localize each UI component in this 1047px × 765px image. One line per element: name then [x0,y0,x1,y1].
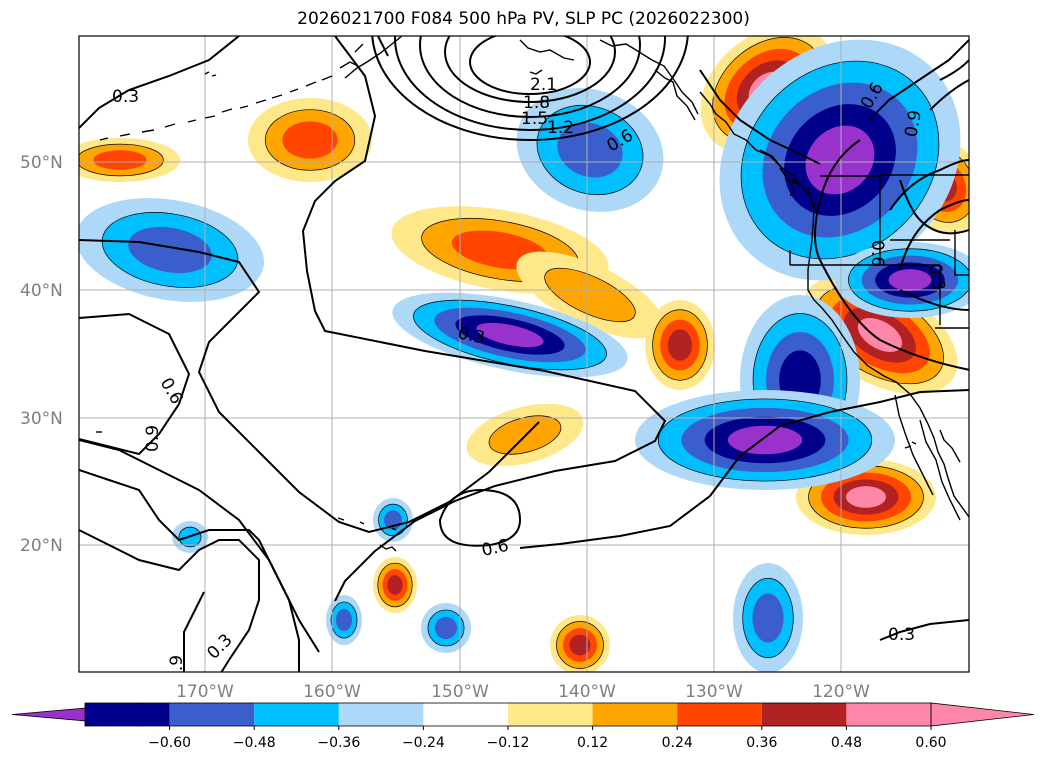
lon-labels: 170°W 160°W 150°W 140°W 130°W 120°W [176,682,870,702]
colorbar-segment [254,703,339,726]
lat-label: 50°N [20,153,63,173]
colorbar-tick-label: −0.12 [487,735,530,751]
contour-label: 1.5 [521,109,548,129]
map-frame [78,35,970,673]
pv-anomaly-contour [857,318,903,352]
lat-label: 40°N [20,281,63,301]
colorbar: −0.60 −0.48 −0.36 −0.24 −0.12 0.12 0.24 0.36 0.4… [11,702,1035,751]
pv-anomaly-contour [888,269,932,291]
contour-label: 0.9 [143,425,163,452]
lon-label: 140°W [558,682,616,702]
colorbar-tick-label: 0.12 [577,735,608,751]
contour-label: 0.3 [112,87,139,107]
colorbar-tick-label: 0.48 [831,735,862,751]
lon-label: 130°W [685,682,743,702]
colorbar-segment [761,703,847,726]
map-panel: 0.3 0.6 0.9 1.2 1.5 1.8 2.1 0.6 0.3 0.6 … [79,36,969,682]
lon-label: 120°W [812,682,870,702]
colorbar-tick-label: −0.36 [317,735,360,751]
colorbar-segment [423,703,508,726]
pv-anomaly-contour [128,226,212,274]
pv-anomaly-contour [434,616,458,640]
contour-label: 1.8 [523,93,550,113]
lat-labels: 50°N 40°N 30°N 20°N [20,153,63,556]
colorbar-tick-label: 0.36 [746,735,777,751]
colorbar-segment [338,703,424,726]
colorbar-segment [169,703,255,726]
lat-label: 20°N [20,536,63,556]
pv-anomaly-contour [336,608,352,632]
colorbar-segment [508,703,593,726]
colorbar-tick-label: −0.48 [233,735,276,751]
pv-anomaly-contour [544,267,636,323]
colorbar-extend-high [930,702,1035,727]
pv-anomaly-contour [846,486,886,508]
colorbar-segment [85,703,170,726]
pv-anomaly-contour [569,634,591,656]
pv-anomaly-contour [387,575,403,595]
colorbar-segment [592,703,678,726]
coastlines [96,36,969,552]
lon-label: 150°W [431,682,489,702]
lon-label: 160°W [303,682,361,702]
colorbar-tick-label: −0.24 [402,735,445,751]
pv-anomaly-contour [667,329,693,361]
contour-label: 0.3 [924,262,948,292]
pv-anomaly-contour [476,322,544,348]
colorbar-tick-label: 0.60 [915,735,946,751]
colorbar-segment [677,703,762,726]
contour-label: 0.6 [867,240,887,267]
contour-label: 0.9 [901,109,925,139]
colorbar-segment [846,703,931,726]
slp-contours [79,36,969,672]
pv-anomaly-contour [752,593,784,643]
pv-anomaly-contour [93,150,147,170]
lat-label: 30°N [20,409,63,429]
contour-label: 2.1 [530,75,557,95]
map-title: 2026021700 F084 500 hPa PV, SLP PC (2026… [297,9,750,29]
contour-label: 0.3 [888,625,915,645]
colorbar-tick-label: −0.60 [148,735,191,751]
lon-label: 170°W [176,682,234,702]
pv-anomaly-contour [282,121,338,159]
contour-label: 0.9 [167,655,187,682]
colorbar-tick-label: 0.24 [662,735,693,751]
contour-label: 1.2 [547,118,574,138]
pv-anomaly-contour [727,425,803,455]
